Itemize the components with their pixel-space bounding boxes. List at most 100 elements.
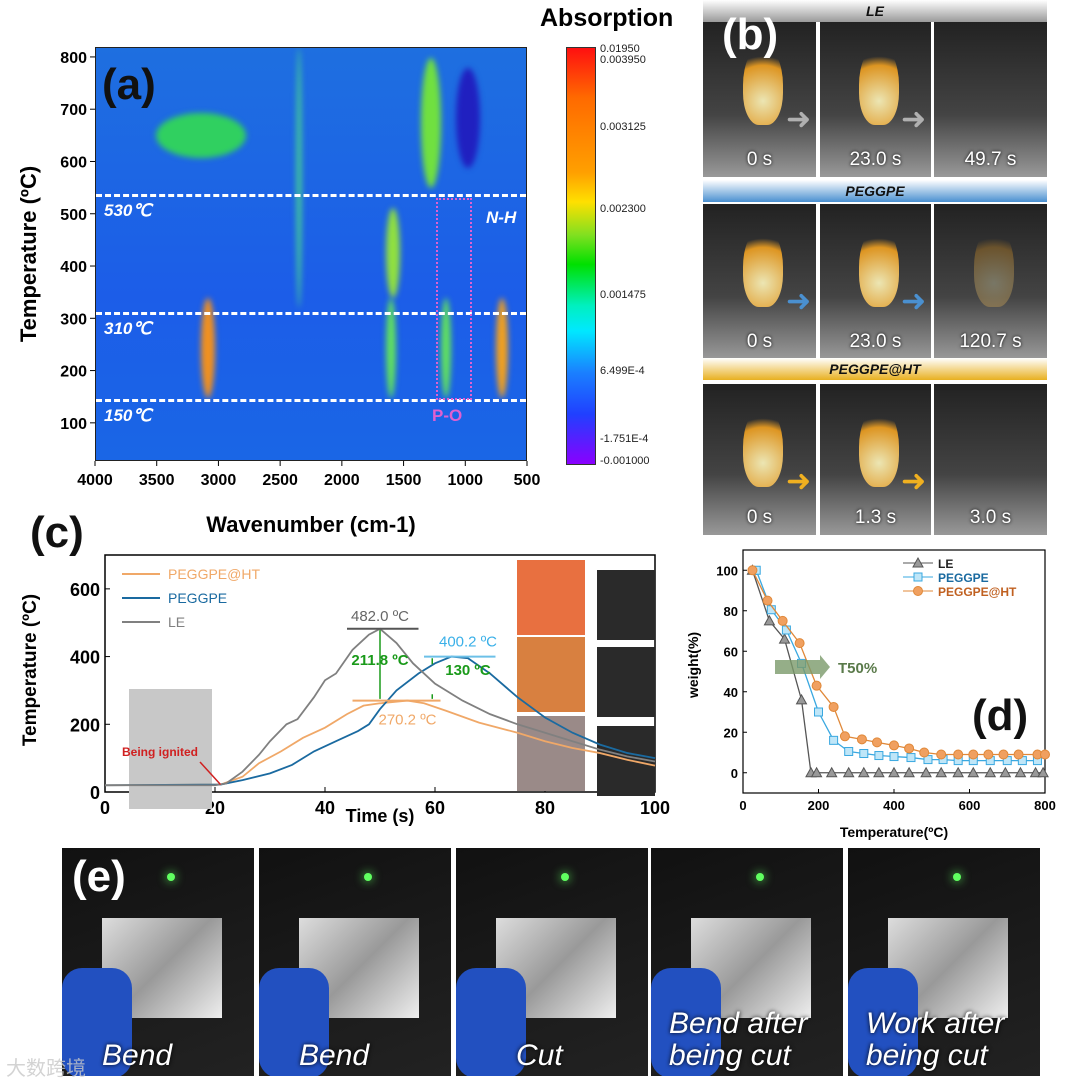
led-icon xyxy=(561,873,569,881)
time-label: 49.7 s xyxy=(964,149,1017,170)
row-title-bar: LE xyxy=(703,0,1047,22)
arrow-icon: ➜ xyxy=(786,465,812,498)
data-point xyxy=(889,752,899,762)
time-label: 0 s xyxy=(746,149,773,170)
flame-icon xyxy=(742,227,783,308)
flame-photo: 49.7 s xyxy=(934,22,1047,177)
x-tick-label: 80 xyxy=(535,798,555,818)
led-icon xyxy=(756,873,764,881)
series-line-peggpe@ht xyxy=(104,699,656,787)
time-label: 23.0 s xyxy=(849,149,902,170)
y-tick-label: 200 xyxy=(70,715,100,735)
colorbar-tick-label: -1.751E-4 xyxy=(600,433,649,445)
legend-marker xyxy=(913,572,923,582)
colorbar-title: Absorption xyxy=(540,4,674,32)
data-point xyxy=(794,638,805,649)
caption-label: Bend after being cut xyxy=(669,1007,808,1072)
data-point xyxy=(953,749,964,760)
data-point xyxy=(859,749,869,759)
y-tick-label: 40 xyxy=(724,685,738,700)
heatmap-blob xyxy=(456,68,480,168)
data-point xyxy=(904,743,915,754)
flame-icon xyxy=(742,406,783,487)
arrow-icon: ➜ xyxy=(786,285,812,318)
glove xyxy=(456,968,526,1076)
colorbar xyxy=(566,47,596,465)
y-axis-label: Temperature (ºC) xyxy=(16,166,41,342)
arrow-icon: ➜ xyxy=(786,103,812,136)
data-point xyxy=(828,701,839,712)
time-label: 120.7 s xyxy=(959,331,1022,352)
x-tick-label: 800 xyxy=(1034,798,1056,813)
flame-icon xyxy=(858,45,899,126)
label-530: 530℃ xyxy=(104,201,152,220)
heatmap-blob xyxy=(156,113,246,158)
time-label: 0 s xyxy=(746,331,773,352)
data-point xyxy=(842,766,855,778)
flame-photo: 23.0 s xyxy=(820,204,931,359)
data-point xyxy=(906,753,916,763)
glove xyxy=(848,968,918,1076)
data-point xyxy=(935,766,948,778)
y-tick-label: 600 xyxy=(60,154,87,171)
data-point xyxy=(777,615,788,626)
arrow-icon: ➜ xyxy=(901,103,927,136)
data-point xyxy=(814,707,823,717)
flame-icon xyxy=(858,406,899,487)
dashed-line-530 xyxy=(96,194,526,197)
data-point xyxy=(1029,766,1042,778)
diff-label: 211.8 ºC xyxy=(351,652,408,669)
inset-photo-burning xyxy=(517,560,585,635)
glove xyxy=(651,968,721,1076)
y-tick-label: 800 xyxy=(60,50,87,67)
ftir-heatmap: 530℃ 310℃ 150℃ N-H P-O xyxy=(95,47,527,461)
led-icon xyxy=(364,873,372,881)
heatmap-blob xyxy=(496,298,508,398)
legend-label: PEGGPE@HT xyxy=(168,566,260,582)
legend-marker xyxy=(913,586,923,596)
arrow-icon: ➜ xyxy=(901,465,927,498)
data-point xyxy=(952,766,965,778)
heatmap-blob xyxy=(386,298,396,398)
caption-label: Work after being cut xyxy=(866,1007,1005,1072)
data-point xyxy=(857,766,870,778)
series-line-peggpe xyxy=(104,655,656,787)
colorbar-tick-label: -0.001000 xyxy=(600,455,650,467)
arrow-icon: ➜ xyxy=(901,285,927,318)
row-title-bar: PEGGPE@HT xyxy=(703,358,1047,380)
peggpe-peak-label: 400.2 ºC xyxy=(439,634,497,651)
x-tick-label: 1000 xyxy=(447,472,483,489)
data-point xyxy=(763,614,776,626)
colorbar-tick-label: 0.001475 xyxy=(600,289,646,301)
y-tick-label: 100 xyxy=(716,563,738,578)
time-label: 1.3 s xyxy=(854,507,897,528)
y-tick-label: 200 xyxy=(60,364,87,381)
x-tick-label: 500 xyxy=(514,472,541,489)
po-box xyxy=(436,198,472,400)
data-point xyxy=(888,766,900,778)
heatmap-blob xyxy=(296,48,302,308)
x-tick-label: 100 xyxy=(640,798,670,818)
x-axis-label: Time (s) xyxy=(346,806,415,826)
y-tick-label: 60 xyxy=(724,644,738,659)
colorbar-tick-label: 0.01950 xyxy=(600,43,640,55)
y-tick-label: 400 xyxy=(70,648,100,668)
y-tick-label: 600 xyxy=(70,580,100,600)
battery-photo: Bend xyxy=(259,848,451,1076)
ignite-label: Being ignited xyxy=(122,745,198,759)
po-annotation: P-O xyxy=(432,406,463,425)
legend-label: PEGGPE@HT xyxy=(938,585,1017,599)
data-point xyxy=(968,749,979,760)
data-point xyxy=(856,734,867,745)
inset-photo-burning xyxy=(517,637,585,712)
x-tick-label: 60 xyxy=(425,798,445,818)
y-tick-label: 300 xyxy=(60,311,87,328)
data-point xyxy=(873,766,885,778)
data-point xyxy=(762,595,773,606)
data-point xyxy=(844,746,854,756)
caption-label: Bend xyxy=(299,1039,370,1072)
data-point xyxy=(1037,766,1049,778)
ht-peak-label: 270.2 ºC xyxy=(378,712,436,729)
data-point xyxy=(889,740,899,751)
